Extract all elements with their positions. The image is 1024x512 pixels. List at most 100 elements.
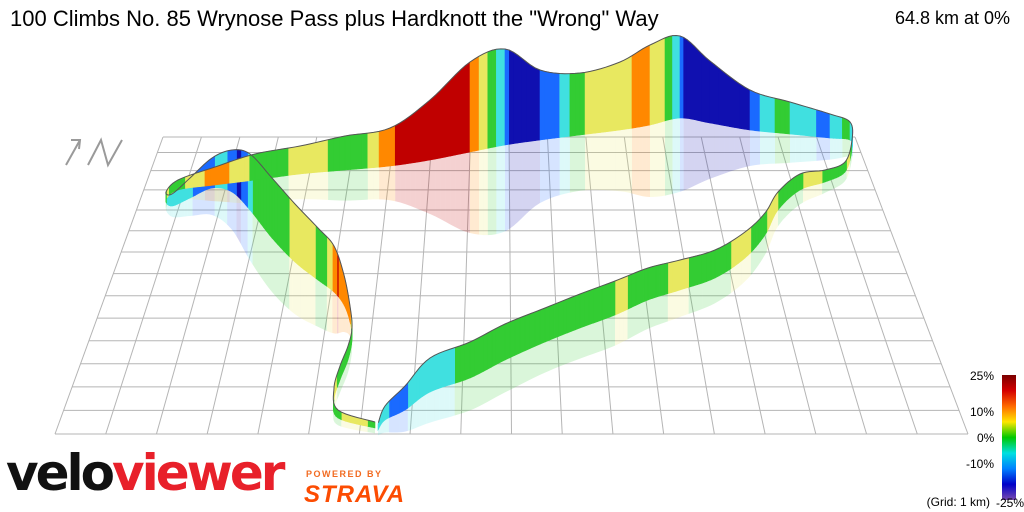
route-wall-segment bbox=[750, 224, 754, 254]
route-shadow-segment bbox=[821, 137, 826, 161]
route-shadow-segment bbox=[322, 283, 325, 331]
route-wall-segment bbox=[597, 285, 603, 322]
route-wall-segment bbox=[276, 148, 284, 178]
route-shadow-segment bbox=[347, 360, 348, 376]
route-shadow-segment bbox=[774, 212, 776, 233]
route-wall-segment bbox=[495, 325, 501, 366]
route-wall-segment bbox=[610, 63, 616, 132]
veloviewer-logo[interactable]: veloviewer bbox=[6, 448, 285, 498]
route-wall-segment bbox=[714, 247, 720, 279]
route-shadow-segment bbox=[724, 125, 730, 174]
route-wall-segment bbox=[393, 393, 397, 416]
route-shadow-segment bbox=[535, 344, 541, 378]
north-arrow-icon bbox=[65, 137, 123, 168]
route-shadow-segment bbox=[306, 271, 310, 323]
route-shadow-segment bbox=[505, 144, 510, 232]
route-wall-segment bbox=[469, 339, 475, 379]
route-shadow-segment bbox=[371, 427, 375, 434]
route-shadow-segment bbox=[339, 170, 345, 201]
route-shadow-segment bbox=[487, 147, 493, 236]
route-shadow-segment bbox=[509, 143, 514, 230]
route-wall-segment bbox=[549, 303, 555, 341]
powered-by-label: POWERED BY bbox=[306, 469, 383, 479]
route-wall-segment bbox=[514, 317, 521, 356]
route-shadow-segment bbox=[540, 139, 545, 203]
route-shadow-segment bbox=[706, 279, 711, 308]
route-shadow-segment bbox=[168, 204, 170, 216]
route-shadow-segment bbox=[430, 390, 435, 423]
route-shadow-segment bbox=[729, 126, 735, 172]
route-shadow-segment bbox=[166, 203, 168, 213]
route-wall-segment bbox=[775, 191, 779, 214]
route-wall-segment bbox=[396, 390, 400, 415]
route-shadow-segment bbox=[730, 266, 735, 294]
route-shadow-segment bbox=[483, 369, 488, 405]
route-wall-segment bbox=[474, 337, 480, 377]
route-wall-segment bbox=[504, 321, 511, 361]
route-shadow-segment bbox=[698, 120, 702, 185]
route-shadow-segment bbox=[676, 118, 680, 193]
route-shadow-segment bbox=[198, 192, 201, 215]
route-shadow-segment bbox=[693, 284, 698, 313]
route-shadow-segment bbox=[845, 169, 847, 181]
route-shadow-segment bbox=[320, 281, 323, 330]
route-shadow-segment bbox=[345, 365, 347, 381]
route-shadow-segment bbox=[232, 192, 235, 233]
route-shadow-segment bbox=[775, 132, 780, 164]
route-wall-segment bbox=[631, 52, 636, 129]
route-shadow-segment bbox=[619, 311, 624, 344]
route-shadow-segment bbox=[410, 403, 414, 430]
route-wall-segment bbox=[419, 103, 426, 163]
route-shadow-segment bbox=[337, 295, 339, 334]
route-wall-segment bbox=[282, 147, 289, 177]
route-wall-segment bbox=[821, 110, 827, 138]
route-shadow-segment bbox=[362, 425, 368, 433]
route-wall-segment bbox=[280, 186, 284, 252]
route-wall-segment bbox=[219, 163, 225, 185]
route-shadow-segment bbox=[627, 307, 632, 340]
route-shadow-segment bbox=[274, 241, 278, 299]
route-shadow-segment bbox=[760, 237, 763, 262]
route-wall-segment bbox=[614, 278, 620, 316]
route-wall-segment bbox=[309, 218, 314, 277]
route-wall-segment bbox=[655, 264, 661, 298]
route-shadow-segment bbox=[841, 173, 844, 185]
route-shadow-segment bbox=[580, 134, 586, 191]
route-shadow-segment bbox=[344, 367, 346, 383]
route-wall-segment bbox=[653, 40, 658, 125]
route-wall-segment bbox=[829, 113, 834, 139]
route-shadow-segment bbox=[838, 175, 842, 187]
route-shadow-segment bbox=[624, 128, 629, 193]
route-wall-segment bbox=[175, 188, 178, 206]
route-shadow-segment bbox=[667, 292, 672, 322]
route-shadow-segment bbox=[338, 382, 340, 398]
route-wall-segment bbox=[534, 309, 541, 347]
route-shadow-segment bbox=[435, 158, 441, 219]
route-shadow-segment bbox=[335, 293, 338, 334]
route-shadow-segment bbox=[680, 118, 684, 192]
route-shadow-segment bbox=[694, 119, 699, 186]
route-shadow-segment bbox=[760, 131, 765, 165]
route-shadow-segment bbox=[266, 231, 270, 289]
route-wall-segment bbox=[266, 170, 270, 236]
route-shadow-segment bbox=[465, 378, 470, 413]
route-shadow-segment bbox=[680, 288, 685, 317]
route-wall-segment bbox=[683, 257, 689, 290]
route-shadow-segment bbox=[362, 168, 368, 200]
route-shadow-segment bbox=[753, 246, 757, 272]
route-shadow-segment bbox=[335, 390, 337, 405]
logo-velo-text: velo bbox=[6, 444, 115, 502]
grid-scale-note: (Grid: 1 km) bbox=[926, 495, 990, 509]
route-shadow-segment bbox=[750, 249, 754, 276]
route-wall-segment bbox=[509, 319, 516, 359]
route-shadow-segment bbox=[668, 118, 673, 195]
strava-logo[interactable]: STRAVA bbox=[304, 481, 406, 508]
route-shadow-segment bbox=[367, 426, 372, 433]
route-shadow-segment bbox=[639, 126, 643, 197]
route-shadow-segment bbox=[324, 284, 327, 331]
route-shadow-segment bbox=[351, 422, 357, 431]
route-wall-segment bbox=[706, 251, 712, 283]
route-wall-segment bbox=[744, 229, 749, 259]
route-shadow-segment bbox=[833, 138, 837, 160]
